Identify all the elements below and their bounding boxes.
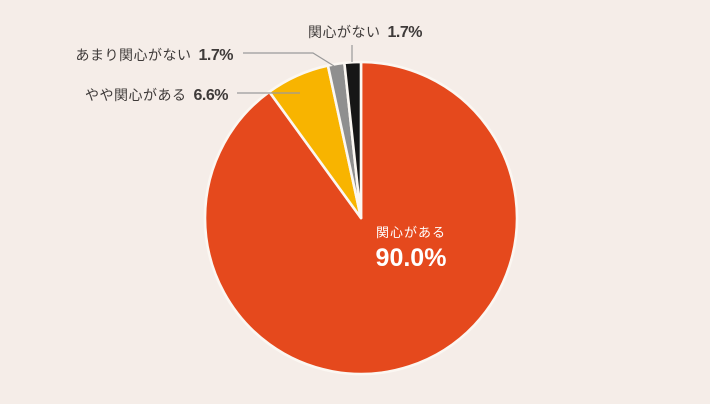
leader-lines (237, 45, 353, 94)
label-somewhat-text: やや関心がある (85, 87, 187, 103)
label-not-much-percent: 1.7% (198, 47, 234, 64)
label-somewhat-percent: 6.6% (193, 87, 229, 104)
label-none-text: 関心がない (308, 24, 381, 40)
pie-slice-3 (343, 60, 363, 220)
pie-slices (203, 60, 519, 376)
label-not-much-text: あまり関心がない (75, 47, 192, 63)
label-none-percent: 1.7% (387, 24, 423, 41)
label-somewhat: やや関心がある 6.6% (85, 85, 228, 105)
leader-line-not-much-icon (243, 52, 335, 67)
label-interested: 関心がある 90.0% (376, 222, 447, 273)
label-not-much: あまり関心がない 1.7% (75, 45, 234, 65)
label-interested-percent: 90.0% (375, 244, 447, 272)
label-interested-text: 関心がある (375, 225, 447, 240)
label-none: 関心がない 1.7% (308, 22, 422, 42)
